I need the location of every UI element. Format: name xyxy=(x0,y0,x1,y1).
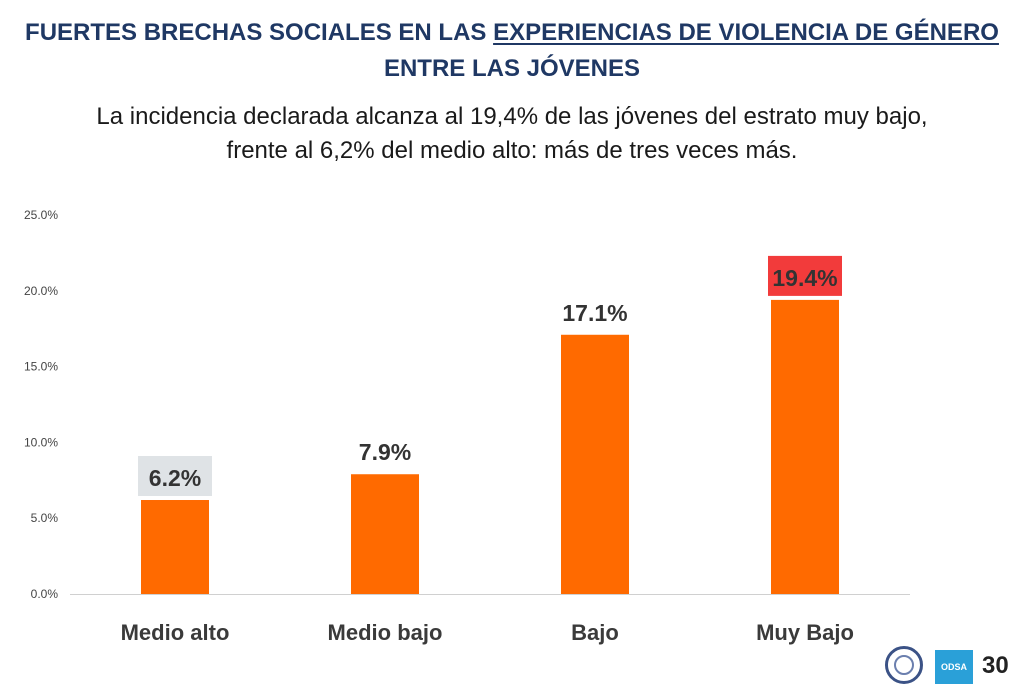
chart-title-line1: FUERTES BRECHAS SOCIALES EN LAS EXPERIEN… xyxy=(0,18,1024,48)
bar xyxy=(351,474,419,594)
chart-title-line2: ENTRE LAS JÓVENES xyxy=(383,55,641,82)
odsa-logo: ODSA xyxy=(935,650,973,684)
bar xyxy=(141,500,209,594)
x-tick-label: Medio bajo xyxy=(328,620,443,645)
y-tick-label: 5.0% xyxy=(31,511,59,525)
university-seal-icon xyxy=(885,646,923,684)
x-tick-label: Muy Bajo xyxy=(756,620,854,645)
y-tick-label: 15.0% xyxy=(24,360,58,374)
data-label: 19.4% xyxy=(772,265,837,291)
y-tick-label: 0.0% xyxy=(31,587,59,601)
y-tick-label: 25.0% xyxy=(24,208,58,222)
subtitle-line2: frente al 6,2% del medio alto: más de tr… xyxy=(226,137,798,164)
title-underlined: EXPERIENCIAS DE VIOLENCIA DE GÉNERO xyxy=(493,19,999,46)
bar xyxy=(771,299,839,594)
x-tick-label: Bajo xyxy=(571,620,619,645)
y-tick-label: 10.0% xyxy=(24,435,58,449)
bar xyxy=(561,334,629,594)
data-label: 7.9% xyxy=(359,439,411,465)
data-label: 17.1% xyxy=(562,300,627,326)
data-label-highlight xyxy=(768,255,842,296)
data-label-highlight xyxy=(138,456,212,497)
page-number: 30 xyxy=(982,652,1009,679)
subtitle-line1: La incidencia declarada alcanza al 19,4%… xyxy=(96,103,928,130)
title-plain: FUERTES BRECHAS SOCIALES EN LAS xyxy=(25,19,494,46)
data-label: 6.2% xyxy=(149,465,201,491)
x-tick-label: Medio alto xyxy=(121,620,230,645)
y-tick-label: 20.0% xyxy=(24,284,58,298)
